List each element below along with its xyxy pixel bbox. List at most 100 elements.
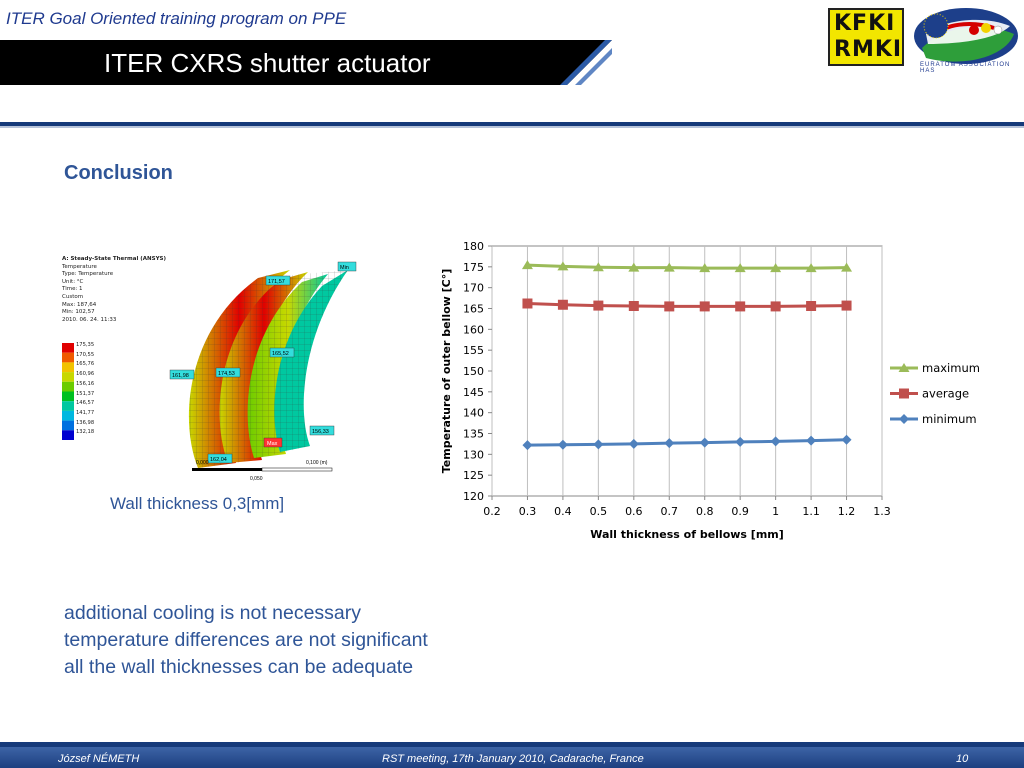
legend-value: 165,76 — [76, 361, 95, 368]
data-point — [699, 263, 711, 273]
simulation-info-line: Unit: °C — [62, 278, 84, 285]
scale-zero: 0,000 — [196, 460, 209, 466]
data-point — [806, 301, 817, 311]
legend-swatch — [62, 381, 74, 392]
legend-value: 175,35 — [76, 342, 95, 348]
y-tick-label: 135 — [463, 428, 484, 441]
probe-labels: Min 171,57 161,98 174,53 165,52 Max 162,… — [169, 261, 357, 464]
temperature-chart: 0.2 0.3 0.4 0.5 0.6 0.7 0.8 0.9 1 1.1 1.2 1.3 120 125… — [440, 240, 980, 541]
series-average — [522, 298, 852, 312]
data-point — [770, 263, 782, 273]
data-point — [664, 438, 675, 449]
probe-min: Min — [340, 265, 349, 271]
footer-author: József NÉMETH — [58, 753, 140, 765]
data-point — [735, 301, 746, 312]
data-point — [841, 300, 852, 311]
thermal-simulation-image: Min 171,57 161,98 174,53 165,52 Max 162,… — [62, 261, 357, 482]
series-minimum — [522, 434, 852, 451]
euratom-association-logo — [914, 8, 1018, 64]
probe-label: 162,04 — [210, 457, 227, 463]
scale-end: 0,100 (m) — [306, 460, 328, 466]
data-point — [770, 301, 781, 312]
data-point — [899, 414, 909, 424]
association-caption: EURATOM ASSOCIATION HAS — [920, 62, 1011, 74]
y-axis-label: Temperature of outer bellow [C°] — [440, 269, 453, 474]
data-point — [734, 263, 746, 273]
legend-label: average — [922, 387, 969, 401]
data-point — [593, 439, 604, 450]
simulation-info: A: Steady-State Thermal (ANSYS) Temperat… — [62, 256, 166, 324]
title-bar — [0, 40, 612, 85]
y-tick-label: 140 — [463, 407, 484, 420]
x-tick-label: 0.8 — [696, 505, 714, 518]
logo-line1: KFKI — [834, 11, 896, 36]
data-point — [699, 437, 710, 448]
series-line — [527, 438, 847, 447]
footer-bar — [0, 747, 1024, 768]
series-line — [527, 302, 847, 308]
legend-value: 160,96 — [76, 371, 95, 378]
series-line — [527, 263, 847, 270]
conclusion-item: all the wall thicknesses can be adequate — [64, 656, 414, 678]
data-point — [899, 388, 909, 399]
section-heading: Conclusion — [64, 162, 173, 184]
simulation-info-line: 2010. 06. 24. 11:33 — [62, 316, 117, 323]
plot-area — [491, 245, 883, 497]
data-point — [628, 262, 640, 272]
slide-title: ITER CXRS shutter actuator — [104, 48, 431, 78]
legend-value: 141,77 — [76, 409, 95, 416]
x-tick-label: 1.3 — [873, 505, 891, 518]
simulation-caption: Wall thickness 0,3[mm] — [110, 494, 285, 513]
legend-label: maximum — [922, 361, 980, 375]
x-tick-label: 0.2 — [483, 505, 501, 518]
data-point — [735, 436, 746, 447]
simulation-info-line: Time: 1 — [62, 286, 83, 293]
data-point — [522, 298, 533, 309]
legend-swatch — [62, 391, 74, 402]
y-tick-label: 125 — [463, 469, 484, 482]
legend-label: minimum — [922, 412, 977, 426]
x-tick-label: 0.3 — [519, 505, 537, 518]
color-legend-values: 175,35 170,55 165,76 160,96 156,16 151,3… — [76, 341, 94, 438]
y-tick-label: 180 — [463, 240, 484, 253]
legend-swatch — [62, 352, 74, 363]
data-point — [841, 434, 852, 445]
probe-label: 165,52 — [272, 351, 289, 357]
legend-swatch — [62, 420, 74, 431]
data-point — [770, 436, 781, 447]
x-tick-label: 0.7 — [661, 505, 679, 518]
legend-value: 151,37 — [76, 390, 95, 397]
legend-swatch — [62, 362, 74, 373]
legend-value: 136,98 — [76, 419, 95, 426]
data-point — [593, 300, 604, 311]
scale-mid: 0,050 — [250, 476, 263, 482]
page-number: 10 — [956, 753, 969, 765]
probe-max: Max — [267, 441, 278, 447]
conclusion-item: temperature differences are not signific… — [64, 629, 428, 651]
simulation-info-line: Custom — [62, 293, 84, 300]
legend-swatch — [62, 343, 74, 353]
legend-value: 156,16 — [76, 380, 95, 387]
data-point — [628, 301, 639, 311]
footer-divider — [0, 742, 1024, 747]
data-point — [663, 262, 675, 272]
probe-label: 171,57 — [268, 279, 285, 285]
legend-swatch — [62, 401, 74, 411]
simulation-info-line: Max: 187,64 — [62, 301, 97, 308]
x-tick-label: 1.1 — [802, 505, 820, 518]
data-point — [521, 260, 533, 270]
probe-label: 174,53 — [218, 371, 235, 377]
series-maximum — [521, 260, 853, 273]
data-point — [557, 261, 569, 271]
x-tick-label: 1.2 — [838, 505, 856, 518]
data-point — [557, 439, 568, 450]
legend-entry: maximum — [890, 361, 980, 375]
x-tick-label: 0.5 — [590, 505, 608, 518]
conclusion-item: additional cooling is not necessary — [64, 602, 362, 624]
simulation-info-line: Min: 102,57 — [62, 309, 95, 316]
legend-swatch — [62, 410, 74, 421]
y-tick-label: 170 — [463, 282, 484, 295]
data-point — [699, 301, 710, 312]
data-point — [898, 363, 910, 372]
data-point — [522, 440, 533, 451]
